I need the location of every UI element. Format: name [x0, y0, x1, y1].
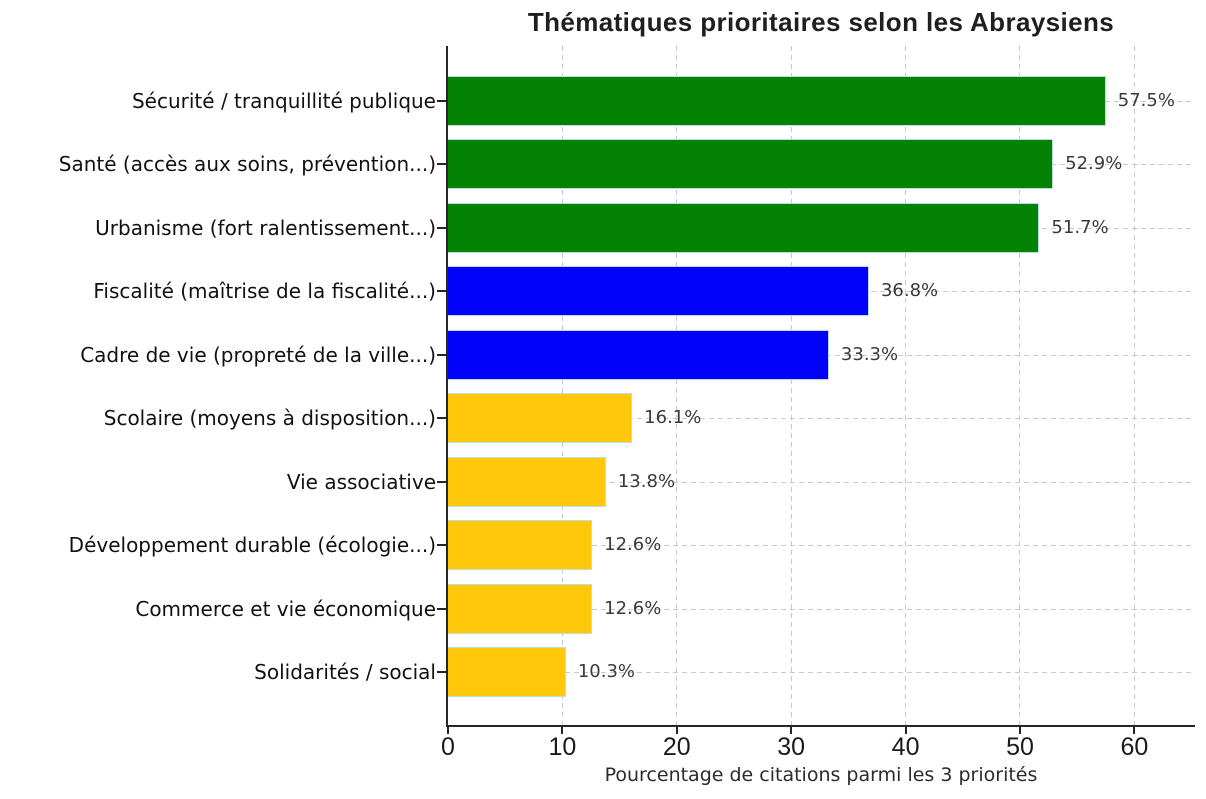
vertical-gridline: [790, 46, 792, 725]
bar: [448, 456, 606, 507]
bar: [448, 393, 633, 444]
x-tick-label: 30: [777, 733, 806, 761]
x-tick-label: 0: [441, 733, 455, 761]
category-label: Santé (accès aux soins, prévention...): [58, 152, 436, 177]
category-label: Développement durable (écologie...): [68, 533, 436, 558]
x-axis-label: Pourcentage de citations parmi les 3 pri…: [604, 764, 1038, 786]
vertical-gridline: [1019, 46, 1021, 725]
x-tick-mark: [904, 726, 907, 734]
category-label: Urbanisme (fort ralentissement...): [95, 215, 436, 240]
x-tick-mark: [675, 726, 678, 734]
y-tick-mark: [437, 480, 446, 483]
y-tick-mark: [437, 163, 446, 166]
value-label: 12.6%: [604, 597, 662, 619]
horizontal-gridline: [448, 671, 1195, 673]
x-tick-label: 20: [662, 733, 691, 761]
vertical-gridline: [676, 46, 678, 725]
horizontal-gridline: [448, 545, 1195, 547]
vertical-gridline: [905, 46, 907, 725]
category-label: Scolaire (moyens à disposition...): [103, 406, 436, 431]
x-tick-mark: [790, 726, 793, 734]
x-tick-label: 60: [1120, 733, 1149, 761]
y-tick-mark: [437, 353, 446, 356]
bar: [448, 520, 593, 571]
category-label: Sécurité / tranquillité publique: [131, 89, 436, 113]
x-tick-mark: [447, 726, 449, 734]
value-label: 12.6%: [604, 534, 662, 556]
y-tick-mark: [437, 100, 446, 102]
x-tick-mark: [1018, 726, 1021, 734]
bar: [448, 76, 1106, 126]
y-tick-mark: [437, 607, 446, 610]
vertical-gridline: [1133, 46, 1135, 725]
bar: [448, 329, 829, 380]
horizontal-gridline: [448, 608, 1195, 610]
vertical-gridline: [561, 46, 563, 725]
value-label: 33.3%: [840, 343, 899, 365]
category-label: Solidarités / social: [254, 659, 436, 684]
bar: [448, 583, 593, 634]
value-label: 13.8%: [617, 470, 676, 492]
bar: [448, 202, 1040, 253]
value-label: 57.5%: [1117, 90, 1175, 111]
category-label: Fiscalité (maîtrise de la fiscalité...): [93, 279, 436, 304]
value-label: 52.9%: [1065, 153, 1123, 175]
y-tick-mark: [437, 670, 446, 673]
x-tick-label: 50: [1006, 733, 1034, 761]
y-tick-mark: [437, 290, 446, 293]
value-label: 16.1%: [644, 407, 702, 429]
chart-title: Thématiques prioritaires selon les Abray…: [527, 7, 1115, 37]
x-tick-label: 40: [891, 733, 920, 761]
value-label: 36.8%: [880, 280, 939, 302]
y-tick-mark: [437, 417, 446, 420]
y-tick-mark: [437, 226, 446, 229]
value-label: 51.7%: [1051, 216, 1109, 238]
y-tick-mark: [437, 544, 446, 547]
value-label: 10.3%: [577, 660, 635, 682]
x-tick-mark: [561, 726, 564, 734]
x-tick-label: 10: [548, 733, 577, 761]
category-label: Commerce et vie économique: [135, 596, 436, 621]
category-label: Vie associative: [286, 469, 436, 494]
horizontal-gridline: [448, 418, 1195, 420]
plot-area: [446, 46, 1195, 727]
x-tick-mark: [1133, 726, 1136, 734]
bar: [448, 266, 869, 317]
category-label: Cadre de vie (propreté de la ville...): [80, 342, 436, 367]
bar: [448, 646, 566, 697]
bar: [448, 139, 1054, 190]
horizontal-gridline: [448, 481, 1195, 483]
